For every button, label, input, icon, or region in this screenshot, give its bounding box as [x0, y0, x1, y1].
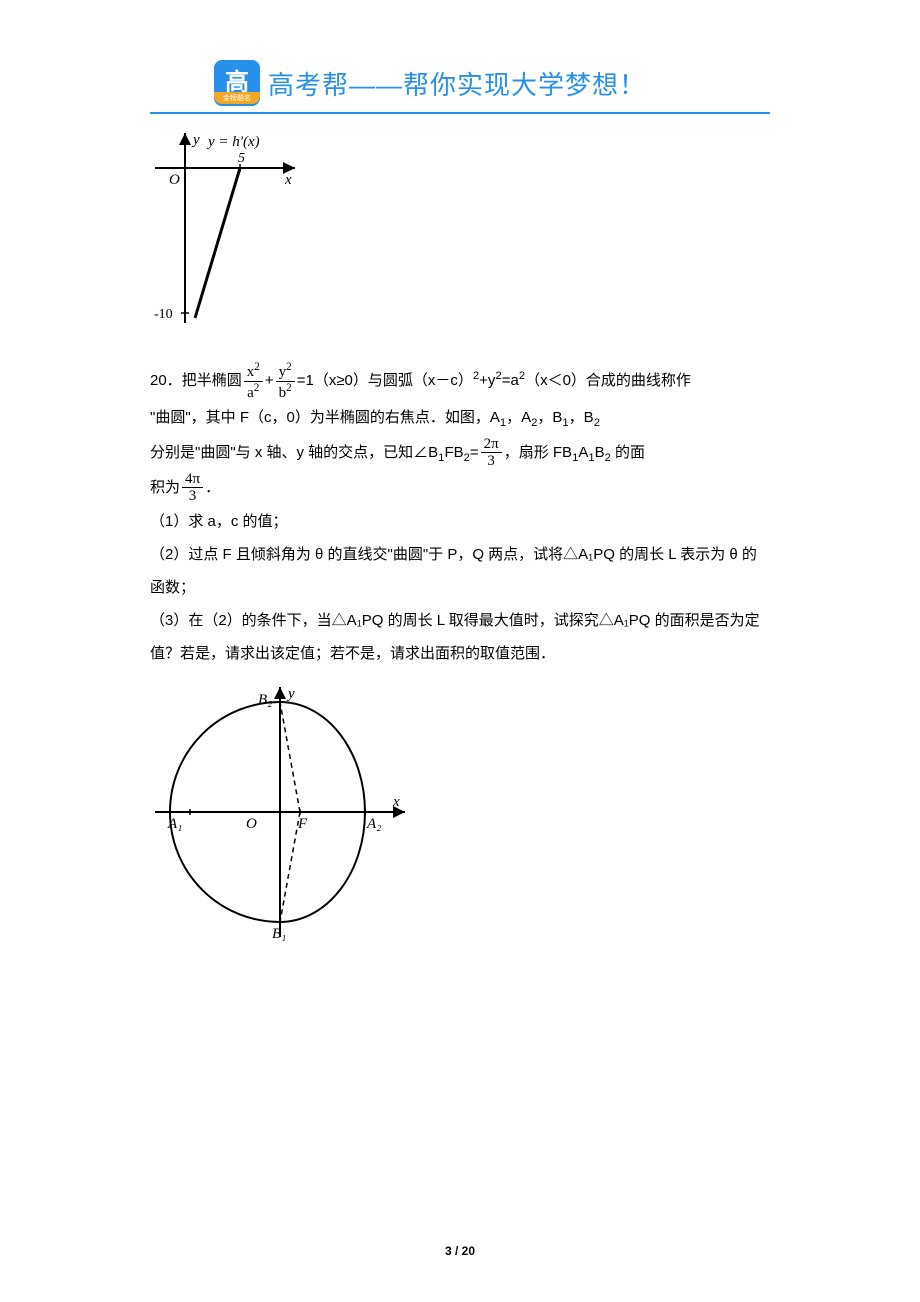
svg-text:B₁: B₁ — [272, 926, 286, 942]
svg-text:B₂: B₂ — [258, 692, 272, 708]
header-slogan: 高考帮——帮你实现大学梦想！ — [268, 65, 646, 102]
fraction-4pi-3: 4π3 — [182, 471, 203, 505]
figure-curve-circle: A₁ A₂ B₂ B₁ F Ox y — [150, 682, 770, 947]
problem-20-line1: 20．把半椭圆x2a2+y2b2=1（x≥0）与圆弧（x－c）2+y2=a2（x… — [150, 361, 770, 401]
page-number: 3 / 20 — [0, 1244, 920, 1258]
logo: 高 金榜题名 — [214, 60, 260, 106]
svg-text:F: F — [297, 816, 308, 832]
svg-text:y: y — [191, 132, 200, 148]
svg-text:x: x — [284, 172, 292, 188]
problem-20-q3: （3）在（2）的条件下，当△A₁PQ 的周长 L 取得最大值时，试探究△A₁PQ… — [150, 604, 770, 670]
fraction-x2-a2: x2a2 — [244, 361, 263, 401]
problem-20-line2: "曲圆"，其中 F（c，0）为半椭圆的右焦点．如图，A1，A2，B1，B2 — [150, 401, 770, 436]
svg-text:x: x — [392, 794, 400, 810]
fraction-y2-b2: y2b2 — [276, 361, 295, 401]
svg-text:O: O — [246, 816, 257, 832]
fraction-2pi-3: 2π3 — [481, 436, 502, 470]
problem-20-q2: （2）过点 F 且倾斜角为 θ 的直线交"曲圆"于 P，Q 两点，试将△A₁PQ… — [150, 538, 770, 604]
problem-20: 20．把半椭圆x2a2+y2b2=1（x≥0）与圆弧（x－c）2+y2=a2（x… — [150, 361, 770, 670]
figure-derivative-graph: 5 -10 Oy x y = h'(x) — [150, 128, 770, 343]
problem-20-q1: （1）求 a，c 的值； — [150, 505, 770, 538]
problem-20-line4: 积为4π3． — [150, 471, 770, 505]
problem-number: 20． — [150, 372, 182, 389]
svg-text:A₂: A₂ — [366, 816, 381, 832]
svg-text:5: 5 — [238, 151, 245, 166]
svg-text:y = h'(x): y = h'(x) — [206, 134, 260, 150]
problem-20-line3: 分别是"曲圆"与 x 轴、y 轴的交点，已知∠B1FB2=2π3，扇形 FB1A… — [150, 436, 770, 471]
svg-text:O: O — [169, 172, 180, 188]
svg-text:-10: -10 — [154, 307, 173, 322]
svg-text:y: y — [286, 686, 295, 702]
logo-sub-text: 金榜题名 — [214, 92, 260, 104]
header-underline — [150, 112, 770, 114]
svg-text:A₁: A₁ — [167, 816, 182, 832]
